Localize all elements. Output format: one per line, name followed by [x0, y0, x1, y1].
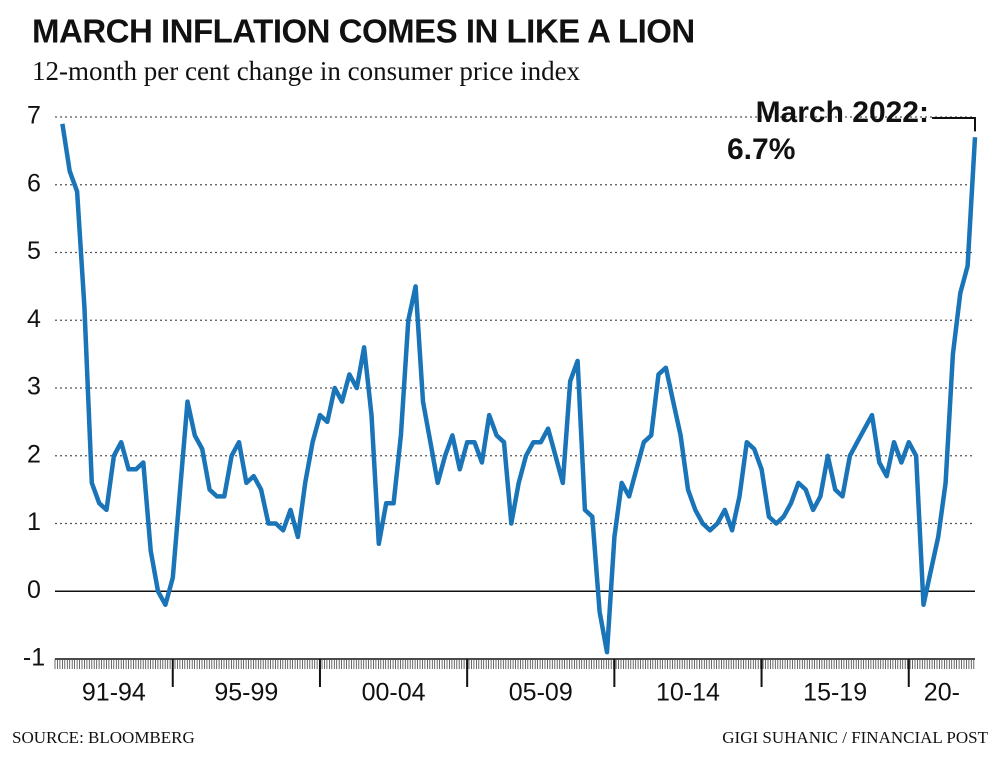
- x-tick-label: 15-19: [803, 679, 867, 707]
- y-tick-label: 4: [27, 305, 41, 333]
- x-tick-label: 05-09: [509, 679, 573, 707]
- y-tick-label: 6: [27, 169, 41, 197]
- annotation-leader: [932, 117, 976, 132]
- annotation: 6.7%: [727, 133, 795, 166]
- y-tick-label: 3: [27, 373, 41, 401]
- y-tick-label: 0: [27, 576, 41, 604]
- x-tick-label: 00-04: [362, 679, 426, 707]
- x-tick-label: 20-: [924, 679, 960, 707]
- x-tick-label: 91-94: [82, 679, 146, 707]
- y-tick-label: 2: [27, 440, 41, 468]
- cpi-line: [60, 123, 978, 655]
- axis-minor-ticks: [54, 659, 975, 669]
- x-tick-label: 10-14: [656, 679, 720, 707]
- y-tick-label: 1: [27, 508, 41, 536]
- source: SOURCE: BLOOMBERG: [12, 728, 195, 747]
- chart-subtitle: 12-month per cent change in consumer pri…: [32, 56, 581, 86]
- credit: GIGI SUHANIC / FINANCIAL POST: [722, 728, 988, 747]
- annotation: March 2022:: [756, 96, 929, 129]
- y-tick-label: -1: [23, 644, 45, 672]
- chart-title: MARCH INFLATION COMES IN LIKE A LION: [32, 13, 695, 50]
- x-tick-label: 95-99: [214, 679, 278, 707]
- y-tick-label: 7: [27, 102, 41, 130]
- y-tick-label: 5: [27, 237, 41, 265]
